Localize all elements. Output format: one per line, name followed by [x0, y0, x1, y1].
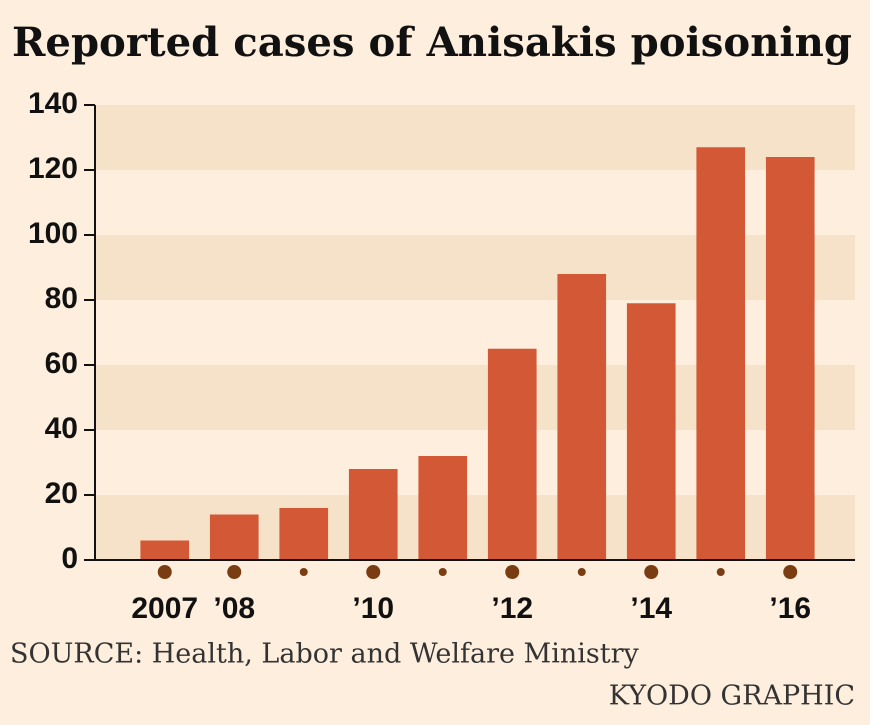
y-tick-label: 100 [28, 217, 78, 250]
y-tick-label: 140 [28, 87, 78, 120]
chart-title: Reported cases of Anisakis poisoning [12, 19, 852, 66]
bar [626, 303, 676, 560]
x-tick-label: ’12 [491, 592, 533, 625]
bar [279, 508, 329, 560]
y-tick-label: 120 [28, 152, 78, 185]
year-dot [157, 565, 172, 579]
bar [487, 348, 537, 560]
year-dot [644, 565, 659, 579]
bar [696, 147, 746, 560]
year-dot [299, 568, 308, 576]
year-dot [438, 568, 447, 576]
year-dot [783, 565, 798, 579]
y-tick-label: 40 [45, 412, 78, 445]
year-dot [716, 568, 725, 576]
source: SOURCE: Health, Labor and Welfare Minist… [10, 639, 639, 670]
y-tick-label: 0 [61, 542, 78, 575]
year-dot [577, 568, 586, 576]
credit: KYODO GRAPHIC [609, 681, 855, 712]
y-tick-label: 60 [45, 347, 78, 380]
y-tick-label: 20 [45, 477, 78, 510]
bar [418, 456, 468, 560]
year-dot [366, 565, 381, 579]
bar [765, 157, 815, 560]
year-dot [505, 565, 520, 579]
x-tick-label: ’10 [352, 592, 394, 625]
x-tick-label: ’14 [630, 592, 672, 625]
x-tick-label: ’16 [769, 592, 811, 625]
y-tick-label: 80 [45, 282, 78, 315]
year-dot [227, 565, 242, 579]
bar [209, 514, 259, 560]
bar [140, 540, 190, 560]
bar [348, 469, 398, 560]
bar [557, 274, 607, 560]
x-tick-label: ’08 [213, 592, 255, 625]
x-tick-label: 2007 [131, 592, 198, 625]
